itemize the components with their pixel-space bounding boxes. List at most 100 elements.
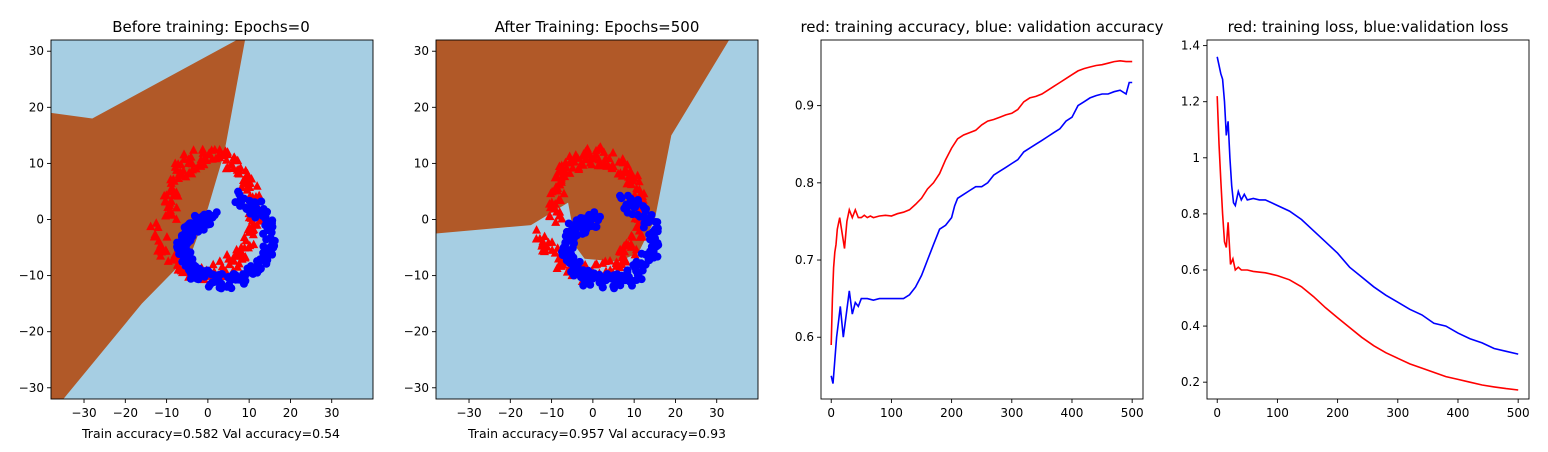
class1-point [581, 154, 591, 164]
class0-point [579, 281, 588, 290]
class0-point [569, 271, 578, 280]
class1-point [532, 225, 542, 234]
axes-frame [820, 39, 1144, 400]
class0-point [616, 191, 625, 200]
class0-point [197, 219, 206, 228]
class1-point [574, 164, 584, 174]
class0-point [653, 252, 662, 261]
x-tick-label: −30 [71, 406, 96, 420]
class0-point [647, 248, 656, 257]
class0-point [210, 277, 219, 286]
class0-point [259, 242, 268, 251]
accuracy-plot: red: training accuracy, blue: validation… [795, 18, 1164, 420]
class0-point [261, 214, 270, 223]
class0-point [586, 280, 595, 289]
class1-point [604, 153, 614, 163]
class1-point [557, 214, 567, 223]
class1-point [223, 149, 233, 159]
x-tick-label: 0 [827, 406, 835, 420]
class1-point [173, 260, 183, 269]
x-tick-label: −20 [113, 406, 138, 420]
x-tick-label: 500 [1507, 406, 1530, 420]
class1-point [619, 241, 629, 250]
x-tick-label: 30 [709, 406, 724, 420]
class0-point [251, 199, 260, 208]
y-tick-label: 0.8 [795, 176, 814, 190]
class1-point [626, 230, 636, 240]
class0-point [234, 187, 243, 196]
class1-point [545, 211, 555, 220]
class1-point [208, 259, 218, 269]
x-tick-label: 300 [1000, 406, 1023, 420]
class1-point [146, 221, 156, 231]
class0-point [242, 205, 251, 214]
plot-background [821, 40, 1143, 399]
class1-point [230, 251, 240, 260]
class1-point [554, 194, 564, 204]
class1-point [590, 154, 600, 163]
class1-point [223, 162, 233, 172]
class0-point [576, 273, 585, 282]
class0-point [641, 260, 650, 269]
class0-point [190, 211, 199, 220]
class0-point [180, 223, 189, 232]
class1-point [618, 154, 628, 163]
class1-point [634, 176, 644, 186]
class1-point [540, 231, 550, 241]
y-tick-label: −30 [404, 381, 429, 395]
class1-point [594, 144, 604, 153]
class1-point [239, 232, 249, 242]
class1-point [151, 218, 161, 227]
class0-point [259, 248, 268, 257]
class1-point [551, 184, 561, 194]
y-tick-label: 10 [29, 156, 44, 170]
class1-point [187, 164, 197, 174]
class1-point [631, 222, 641, 231]
plot-title: Before training: Epochs=0 [112, 18, 310, 36]
class1-point [173, 265, 183, 274]
class1-point [612, 257, 622, 266]
y-tick-label: 0.7 [795, 253, 814, 267]
class0-point [258, 206, 267, 215]
class1-point [608, 161, 618, 170]
y-tick-label: 1.4 [1181, 39, 1200, 53]
class1-point [233, 262, 243, 271]
class1-point [546, 188, 556, 198]
class1-point [165, 186, 175, 196]
class1-point [555, 164, 565, 173]
class1-point [599, 147, 609, 156]
plot-title: red: training loss, blue:validation loss [1228, 18, 1509, 36]
class1-point [551, 170, 561, 180]
validation-line [830, 81, 1133, 384]
class1-point [617, 171, 627, 180]
x-tick-label: 20 [283, 406, 298, 420]
class0-point [570, 239, 579, 248]
class1-point [217, 261, 227, 271]
x-axis-label: Train accuracy=0.582 Val accuracy=0.54 [81, 426, 340, 441]
y-tick-label: 1 [1192, 151, 1200, 165]
x-tick-label: 0 [1213, 406, 1221, 420]
x-tick-label: 400 [1061, 406, 1084, 420]
y-tick-label: 0.6 [795, 330, 814, 344]
y-tick-label: −10 [19, 269, 44, 283]
class1-point [551, 217, 561, 226]
class1-point [556, 173, 566, 182]
x-tick-label: 0 [204, 406, 212, 420]
class1-point [634, 184, 644, 194]
x-tick-label: −10 [154, 406, 179, 420]
class1-point [163, 256, 173, 265]
class1-point [242, 185, 252, 194]
class1-point [198, 145, 208, 154]
after-training-plot: After Training: Epochs=500 Train accurac… [404, 18, 759, 441]
y-tick-label: 20 [414, 100, 429, 114]
x-tick-label: 400 [1447, 406, 1470, 420]
class1-point [165, 198, 175, 207]
plot-background [1207, 40, 1529, 399]
class1-point [245, 178, 255, 187]
class1-point [618, 256, 628, 265]
class1-point [252, 220, 262, 229]
y-tick-label: −20 [404, 325, 429, 339]
class0-point [589, 274, 598, 283]
decision-region-class1 [436, 40, 730, 262]
class0-point [620, 204, 629, 213]
